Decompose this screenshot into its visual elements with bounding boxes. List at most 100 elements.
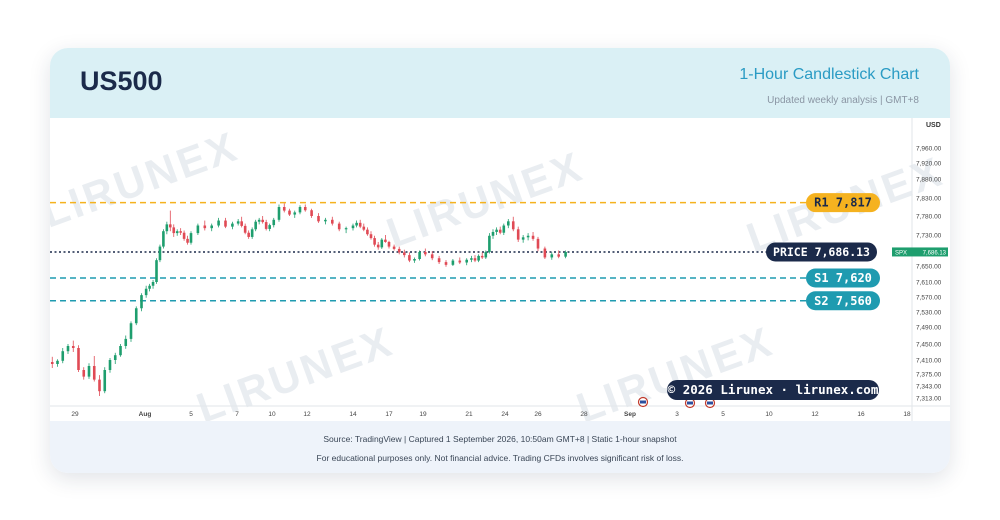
candle bbox=[498, 226, 502, 235]
candle-body bbox=[324, 219, 327, 222]
candle bbox=[376, 241, 380, 250]
candle-body bbox=[87, 366, 91, 377]
candle-body bbox=[113, 355, 117, 360]
candle bbox=[413, 257, 416, 263]
candle bbox=[507, 219, 510, 229]
candle bbox=[557, 250, 560, 259]
candle-body bbox=[403, 252, 406, 256]
level-pill-bg bbox=[806, 193, 880, 213]
axis-price-tag: SPX 7,686.13 bbox=[892, 247, 948, 257]
candle bbox=[484, 250, 488, 259]
x-tick-label: 29 bbox=[71, 411, 79, 418]
candle-body bbox=[162, 231, 165, 247]
candle-body bbox=[243, 225, 247, 233]
x-tick-label: 18 bbox=[903, 411, 911, 418]
candle-body bbox=[247, 232, 250, 237]
candle bbox=[331, 216, 334, 226]
candle-body bbox=[77, 348, 80, 370]
candle-body bbox=[491, 231, 495, 236]
candle-body bbox=[380, 239, 384, 248]
candle bbox=[224, 217, 227, 229]
candle-body bbox=[408, 255, 411, 261]
candle-body bbox=[217, 220, 220, 226]
candle-body bbox=[56, 360, 59, 364]
candle-body bbox=[196, 225, 200, 234]
source-line: Source: TradingView | Captured 1 Septemb… bbox=[323, 434, 677, 444]
candle-body bbox=[502, 225, 506, 233]
candle bbox=[543, 246, 547, 259]
x-axis: 29 Aug 5 7 10 12 14 17 19 21 24 26 28 Sep 3 5 10 12 16 18 bbox=[71, 411, 911, 418]
candle-body bbox=[134, 308, 138, 324]
level-pill-text: R1 7,817 bbox=[814, 196, 872, 210]
chart-area: LIRUNEX LIRUNEX LIRUNEX LIRUNEX LIRUNEX USD 7… bbox=[50, 118, 950, 432]
candle bbox=[134, 306, 138, 326]
card-header: US500 1-Hour Candlestick Chart Updated w… bbox=[50, 48, 950, 118]
candle-body bbox=[71, 346, 75, 348]
x-tick-label: 12 bbox=[303, 411, 311, 418]
currency-label: USD bbox=[926, 122, 941, 129]
candle bbox=[257, 217, 261, 225]
candle-body bbox=[272, 219, 276, 226]
updated-note: Updated weekly analysis | GMT+8 bbox=[767, 95, 919, 106]
y-tick-label: 7,450.00 bbox=[916, 342, 942, 349]
candle bbox=[408, 252, 411, 263]
candle bbox=[172, 224, 176, 237]
candle-body bbox=[155, 260, 158, 282]
y-tick-label: 7,730.00 bbox=[916, 233, 942, 240]
candle bbox=[189, 231, 193, 245]
candle-body bbox=[507, 221, 510, 226]
event-marker-flag bbox=[707, 401, 713, 405]
candle-body bbox=[261, 219, 264, 223]
candle-body bbox=[521, 237, 525, 240]
candle bbox=[182, 230, 186, 241]
candle-body bbox=[175, 231, 179, 234]
level-pill-text: S2 7,560 bbox=[814, 294, 872, 308]
candle-body bbox=[362, 226, 366, 230]
symbol-title: US500 bbox=[80, 66, 163, 96]
candle bbox=[119, 344, 122, 357]
x-tick-label: Aug bbox=[139, 411, 152, 418]
event-marker-flag bbox=[640, 400, 646, 404]
candle bbox=[444, 260, 448, 267]
candle bbox=[437, 255, 441, 265]
candle bbox=[397, 246, 401, 255]
candle bbox=[231, 221, 234, 230]
candle bbox=[165, 221, 169, 235]
candle bbox=[470, 255, 473, 263]
candle-body bbox=[108, 360, 112, 370]
candle-body bbox=[61, 351, 65, 361]
candle bbox=[243, 223, 247, 235]
candle-body bbox=[564, 252, 567, 257]
candle bbox=[113, 352, 117, 364]
candle bbox=[196, 223, 200, 235]
x-tick-label: 17 bbox=[385, 411, 393, 418]
candle bbox=[217, 217, 220, 228]
y-tick-label: 7,490.00 bbox=[916, 325, 942, 332]
candle bbox=[303, 204, 307, 212]
candle bbox=[531, 231, 535, 241]
candle bbox=[451, 259, 455, 266]
x-tick-label: 5 bbox=[721, 411, 725, 418]
level-pill-s1: S1 7,620 bbox=[806, 268, 880, 288]
candle bbox=[236, 219, 240, 226]
candle bbox=[77, 345, 80, 372]
candle bbox=[521, 235, 525, 243]
candle-body bbox=[473, 258, 477, 261]
candle bbox=[250, 227, 254, 239]
candle-body bbox=[470, 258, 473, 260]
y-tick-label: 7,960.00 bbox=[916, 146, 942, 153]
candle bbox=[536, 236, 540, 252]
candle bbox=[477, 254, 480, 263]
candle-body bbox=[310, 210, 313, 216]
x-tick-label: Sep bbox=[624, 411, 636, 418]
candle-body bbox=[355, 222, 358, 226]
candle bbox=[373, 235, 376, 247]
candle-body bbox=[257, 219, 261, 222]
level-pill-bg bbox=[766, 242, 877, 262]
economic-event-marker bbox=[684, 397, 696, 409]
candle bbox=[403, 249, 406, 258]
level-pill-price: PRICE 7,686.13 bbox=[766, 242, 877, 262]
candle-body bbox=[498, 229, 502, 233]
candle-body bbox=[373, 238, 376, 245]
